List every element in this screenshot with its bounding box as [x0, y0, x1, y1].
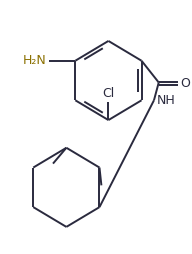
Text: H₂N: H₂N: [23, 54, 47, 67]
Text: O: O: [180, 77, 190, 90]
Text: Cl: Cl: [102, 87, 115, 100]
Text: NH: NH: [157, 94, 175, 107]
